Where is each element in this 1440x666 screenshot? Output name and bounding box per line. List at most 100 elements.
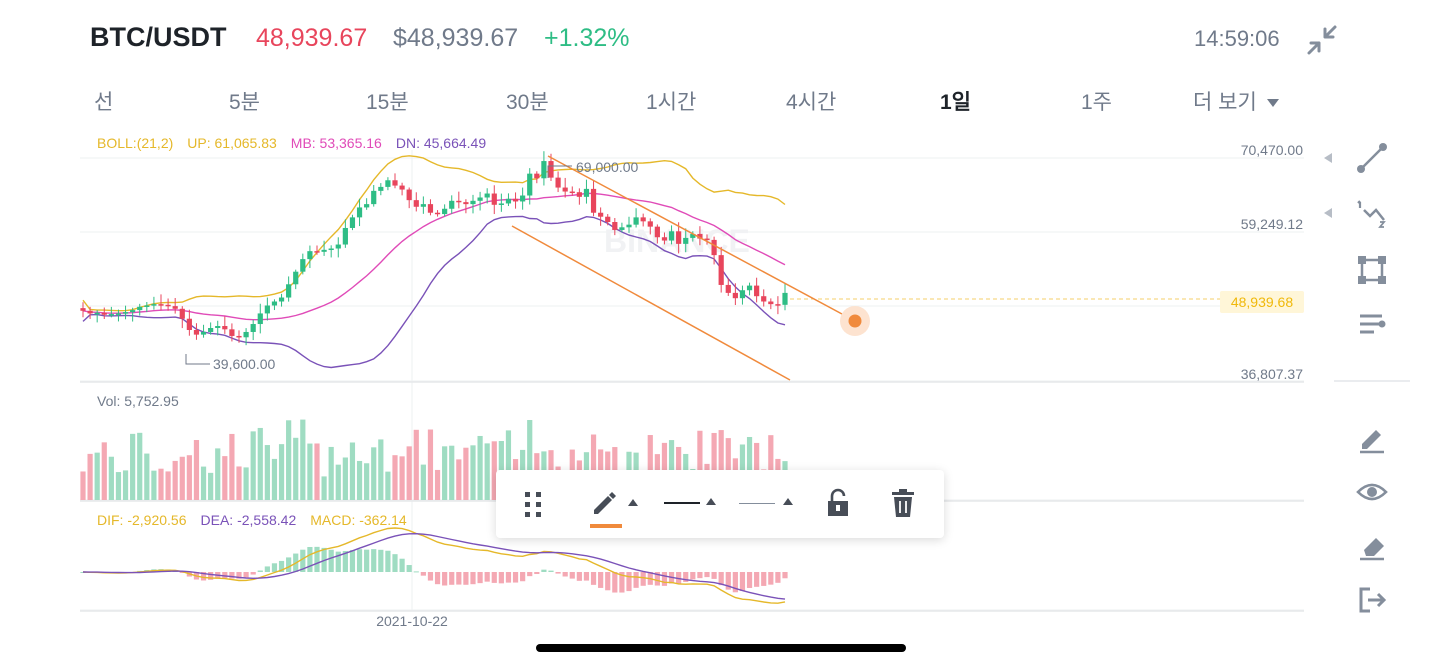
low-marker-line (185, 354, 210, 365)
caret-up-icon (706, 498, 716, 505)
candle-body (449, 200, 455, 209)
tab-1w[interactable]: 1주 (1081, 91, 1112, 114)
candle-body (420, 204, 426, 207)
fibonacci-icon[interactable] (1356, 198, 1388, 230)
macd-histogram-bar (619, 572, 625, 593)
volume-bar (87, 453, 93, 500)
macd-histogram-bar (583, 572, 590, 581)
tab-15m[interactable]: 15분 (366, 91, 409, 114)
macd-dea-line (82, 532, 786, 600)
tab-30m[interactable]: 30분 (506, 91, 549, 114)
candle-body (456, 200, 462, 203)
macd-histogram-bar (236, 572, 242, 579)
candle-body (434, 212, 441, 215)
rectangle-icon[interactable] (1356, 254, 1388, 286)
line-width-icon[interactable] (739, 488, 795, 520)
volume-bar (115, 472, 122, 500)
macd-histogram-bar (385, 550, 391, 572)
boll-legend: BOLL:(21,2) UP: 61,065.83 MB: 53,365.16 DN:… (97, 135, 500, 151)
candle-body (399, 185, 405, 190)
macd-histogram-bar (271, 563, 278, 572)
pencil-color-button[interactable] (590, 488, 642, 528)
high-marker-line (547, 165, 572, 178)
trash-icon[interactable] (890, 488, 916, 520)
macd-histogram-bar (264, 566, 270, 572)
volume-bar (165, 471, 171, 500)
tab-more[interactable]: 더 보기 (1193, 86, 1279, 116)
volume-bar (505, 430, 512, 500)
macd-histogram-bar (505, 572, 512, 583)
macd-dif-line (82, 527, 786, 604)
volume-bar (364, 463, 370, 500)
volume-bar (222, 456, 228, 500)
volume-bar (186, 455, 192, 500)
tab-1h[interactable]: 1시간 (646, 91, 697, 114)
candle-body (725, 284, 731, 293)
tab-line[interactable]: 선 (94, 91, 114, 114)
macd-histogram-bar (371, 549, 377, 572)
eye-icon[interactable] (1356, 476, 1388, 508)
macd-histogram-bar (704, 572, 710, 578)
eraser-icon[interactable] (1356, 530, 1388, 562)
macd-histogram-bar (590, 572, 597, 585)
candle-body (307, 251, 313, 260)
candle-body (690, 233, 696, 238)
candle-body (271, 301, 278, 306)
candle-body (612, 222, 618, 230)
line-style-icon[interactable] (664, 488, 720, 520)
collapse-arrows-icon[interactable] (1306, 24, 1338, 56)
drawing-toolbar (496, 470, 944, 538)
macd-histogram-bar (562, 572, 568, 577)
macd-histogram-bar (739, 572, 746, 592)
macd-histogram-bar (307, 546, 313, 572)
candle-body (477, 197, 483, 201)
volume-bar (356, 460, 363, 500)
macd-dif: DIF: -2,920.56 (97, 512, 187, 528)
candle-body (364, 204, 370, 208)
macd-histogram-bar (406, 565, 412, 572)
candle-body (130, 310, 136, 313)
macd-histogram-bar (456, 572, 462, 585)
volume-bar (697, 430, 703, 500)
candle-body (505, 198, 512, 204)
macd-histogram-bar (349, 550, 356, 572)
macd-histogram-bar (342, 551, 348, 572)
current-price-tag: 48,939.68 (1220, 291, 1304, 313)
expand-arrow-icon[interactable] (1324, 208, 1332, 218)
price-chart[interactable]: BINANCE 69,000.00 39,600.00 2021-10-22 B… (0, 130, 1330, 640)
volume-bar (158, 468, 164, 500)
exit-icon[interactable] (1356, 584, 1388, 616)
chart-grid (80, 150, 1304, 611)
candle-body (321, 249, 327, 252)
tab-1d[interactable]: 1일 (940, 91, 971, 114)
macd-histogram-bar (257, 570, 263, 572)
volume-bar (342, 457, 348, 500)
trend-line-icon[interactable] (1356, 142, 1388, 174)
macd-histogram-bar (477, 572, 483, 584)
volume-bar (80, 471, 86, 500)
candle-body (179, 308, 185, 319)
volume-bar (399, 456, 405, 500)
candle-body (356, 207, 363, 218)
chart-canvas[interactable]: BINANCE 69,000.00 39,600.00 2021-10-22 (0, 130, 1330, 640)
macd-hist: MACD: -362.14 (310, 512, 407, 528)
macd-histogram-bar (442, 572, 448, 586)
drag-handle-icon[interactable] (522, 488, 544, 520)
volume-bar (527, 420, 533, 500)
line-style-sample (664, 502, 700, 504)
volume-bar (137, 432, 143, 500)
tab-5m[interactable]: 5분 (229, 91, 260, 114)
trend-channel-drawing[interactable] (511, 155, 870, 381)
volume-bar (94, 452, 100, 500)
candle-body (236, 335, 242, 338)
candle-body (378, 186, 384, 191)
brush-icon[interactable] (1356, 422, 1388, 454)
macd-histogram-bar (555, 572, 561, 574)
expand-arrow-icon[interactable] (1324, 153, 1332, 163)
candle-body (775, 304, 781, 306)
macd-histogram-bar (612, 572, 618, 593)
parallel-channel-icon[interactable] (1356, 308, 1388, 340)
tab-4h[interactable]: 4시간 (786, 91, 837, 114)
unlock-icon[interactable] (826, 488, 850, 520)
pair-title[interactable]: BTC/USDT (90, 22, 227, 52)
